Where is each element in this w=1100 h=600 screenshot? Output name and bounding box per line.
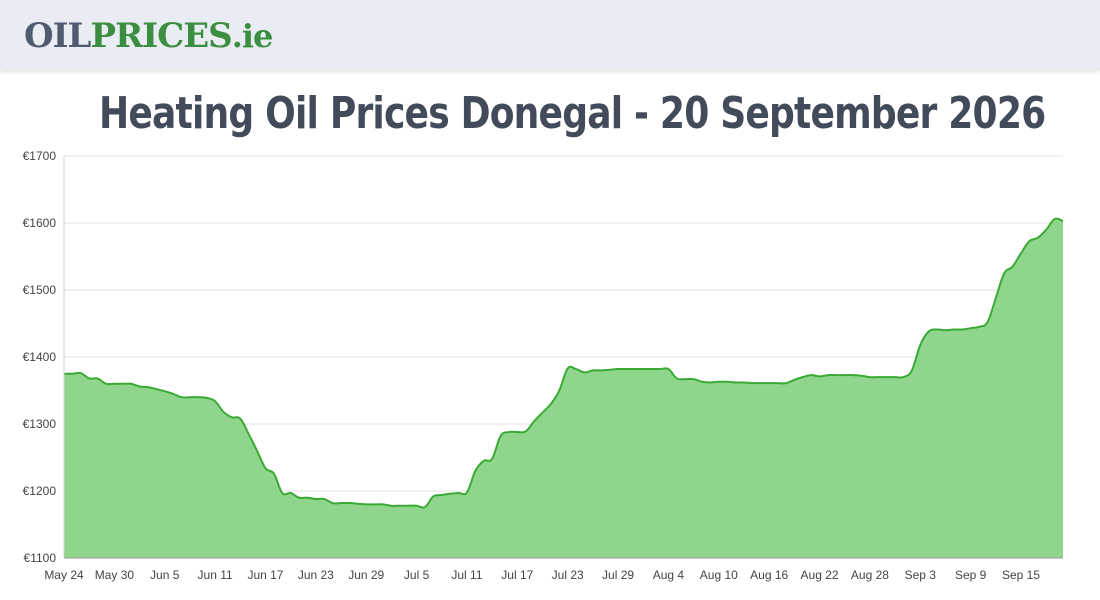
x-tick-label: Jun 23	[298, 568, 334, 582]
price-series-line	[63, 217, 1064, 509]
x-tick-label: Aug 10	[700, 568, 738, 582]
x-tick-label: Jun 29	[348, 568, 384, 582]
x-tick-label: Jul 23	[552, 568, 584, 582]
x-tick-label: Jul 11	[451, 568, 482, 582]
y-axis-ticks: €1100 €1200 €1300 €1400 €1500 €1600 €1700	[23, 149, 57, 565]
x-tick-label: Aug 16	[750, 568, 788, 582]
site-header: OILPRICES.ie	[0, 0, 1100, 70]
site-logo[interactable]: OILPRICES.ie	[24, 14, 274, 58]
x-tick-label: Sep 15	[1002, 568, 1040, 582]
x-tick-label: Aug 22	[801, 568, 839, 582]
y-tick-label: €1300	[23, 417, 57, 431]
y-tick-label: €1500	[23, 283, 57, 297]
x-tick-label: Jun 5	[150, 568, 180, 582]
page-title: Heating Oil Prices Donegal - 20 Septembe…	[99, 88, 1046, 139]
logo-oil-text: OIL	[24, 16, 91, 56]
y-tick-label: €1700	[23, 149, 57, 163]
x-tick-label: May 24	[44, 568, 84, 582]
y-tick-label: €1400	[23, 350, 57, 364]
price-area-fill	[64, 218, 1063, 558]
x-tick-label: Jul 5	[404, 568, 430, 582]
x-tick-label: Jun 17	[247, 568, 283, 582]
x-tick-label: Jul 29	[602, 568, 634, 582]
y-tick-label: €1600	[23, 216, 57, 230]
x-tick-label: Aug 28	[851, 568, 889, 582]
x-tick-label: Jul 17	[501, 568, 533, 582]
x-tick-label: Sep 9	[955, 568, 987, 582]
logo-prices-text: PRICES	[90, 16, 232, 56]
y-tick-label: €1100	[24, 551, 57, 565]
x-tick-label: Aug 4	[653, 568, 685, 582]
x-tick-label: Sep 3	[905, 568, 937, 582]
x-tick-label: May 30	[95, 568, 135, 582]
x-axis-ticks: May 24 May 30 Jun 5 Jun 11 Jun 17 Jun 23 Jun 2…	[44, 568, 1040, 582]
x-tick-label: Jun 11	[198, 568, 233, 582]
logo-ie-text: .ie	[231, 17, 274, 55]
y-tick-label: €1200	[23, 484, 57, 498]
